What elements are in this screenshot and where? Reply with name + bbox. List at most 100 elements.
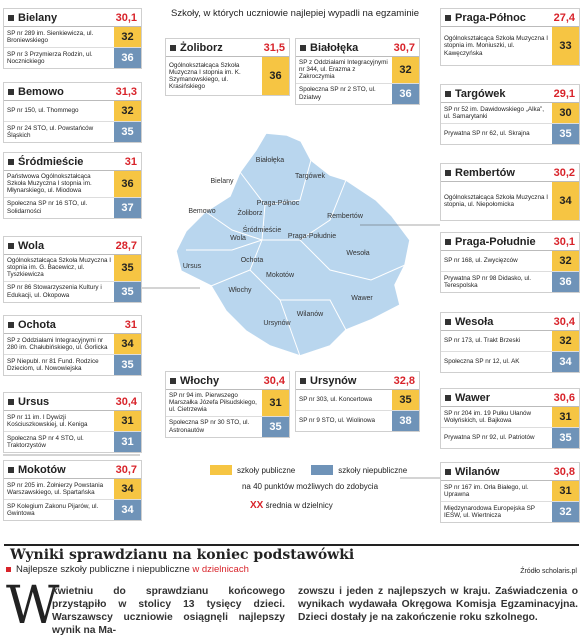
district-box: Wilanów 30,8 SP nr 167 im. Orła Białego, u… — [440, 462, 580, 523]
school-name: Społeczna SP nr 16 STO, ul. Solidarności — [7, 200, 88, 215]
district-average: 30,2 — [553, 166, 575, 179]
school-score: 32 — [552, 331, 579, 351]
school-score: 35 — [114, 355, 141, 375]
district-name: Białołęka — [310, 41, 359, 54]
district-header: Praga-Północ 27,4 — [441, 9, 579, 27]
school-row: SP nr 24 STO, ul. Powstańców Śląskich 35 — [4, 122, 141, 142]
district-icon — [8, 321, 14, 328]
school-score: 36 — [114, 48, 141, 68]
school-score: 35 — [114, 255, 141, 281]
district-name: Bielany — [18, 11, 58, 24]
school-row: SP nr 11 im. I Dywizji Kościuszkowskiej,… — [4, 411, 141, 432]
district-box: Targówek 29,1 SP nr 52 im. Dawidowskiego „… — [440, 84, 580, 145]
school-name: SP nr 11 im. I Dywizji Kościuszkowskiej,… — [7, 413, 88, 428]
subtitle: Najlepsze szkoły publiczne i niepubliczn… — [16, 564, 190, 575]
district-average: 32,8 — [393, 374, 415, 387]
district-average: 30,4 — [115, 395, 137, 408]
school-row: Państwowa Ogólnokształcąca Szkoła Muzycz… — [4, 171, 141, 198]
school-name: SP nr 94 im. Pierwszego Marszałka Józefa… — [169, 392, 257, 414]
footer-title: Wyniki sprawdzianu na koniec podstawówki — [10, 547, 355, 563]
district-icon — [445, 238, 451, 245]
school-score: 32 — [392, 57, 419, 83]
legend-swatch — [210, 465, 232, 475]
district-box: Ochota 31 SP z Oddziałami Integracyjnymi n… — [3, 315, 142, 376]
school-name: SP nr 167 im. Orła Białego, ul. Uprawna — [444, 483, 529, 498]
legend-label: szkoły publiczne — [237, 465, 296, 475]
school-name: SP nr 303, ul. Koncertowa — [299, 396, 373, 404]
district-header: Ursus 30,4 — [4, 393, 141, 411]
district-icon — [8, 14, 14, 21]
map-label: Targówek — [295, 173, 325, 180]
school-score: 31 — [114, 411, 141, 431]
school-score: 32 — [114, 27, 141, 47]
district-header: Praga-Południe 30,1 — [441, 233, 579, 251]
school-score: 35 — [552, 124, 579, 144]
map-label: Wawer — [351, 295, 373, 302]
school-score: 35 — [114, 281, 141, 302]
map-label: Bemowo — [188, 208, 215, 215]
school-score: 30 — [552, 103, 579, 123]
school-row: Społeczna SP nr 2 STO, ul. Dziatwy 36 — [296, 83, 419, 104]
school-name: SP z Oddziałami Integracyjnymi nr 280 im… — [7, 336, 108, 351]
school-name: Ogólnokształcąca Szkoła Muzyczna I stopn… — [169, 61, 241, 91]
school-row: SP nr 94 im. Pierwszego Marszałka Józefa… — [166, 390, 289, 417]
district-header: Wesoła 30,4 — [441, 313, 579, 331]
school-row: Ogólnokształcąca Szkoła Muzyczna I stopn… — [441, 27, 579, 65]
school-name: Społeczna SP nr 2 STO, ul. Dziatwy — [299, 86, 376, 101]
district-icon — [170, 377, 176, 384]
school-score: 38 — [392, 411, 419, 431]
school-row: Ogólnokształcąca Szkoła Muzyczna I stopn… — [441, 182, 579, 220]
district-average: 31,3 — [115, 85, 137, 98]
district-name: Bemowo — [18, 85, 64, 98]
school-score: 34 — [552, 352, 579, 372]
avg-text: średnia w dzielnicy — [265, 501, 333, 510]
district-box: Praga-Południe 30,1 SP nr 168, ul. Zwycięz… — [440, 232, 580, 293]
map-label: Wilanów — [297, 311, 324, 318]
school-name: Społeczna SP nr 4 STO, ul. Traktorzystów — [7, 434, 84, 449]
school-name: SP nr 205 im. Żołnierzy Powstania Warsza… — [7, 481, 104, 496]
district-name: Praga-Południe — [455, 235, 536, 248]
district-header: Bemowo 31,3 — [4, 83, 141, 101]
school-score: 31 — [552, 407, 579, 427]
school-score: 34 — [114, 334, 141, 354]
district-icon — [8, 88, 14, 95]
school-score: 36 — [262, 57, 289, 95]
district-icon — [8, 242, 14, 249]
school-name: Prywatna SP nr 62, ul. Skrajna — [444, 130, 530, 138]
district-name: Włochy — [180, 374, 220, 387]
district-name: Targówek — [455, 87, 506, 100]
school-score: 36 — [114, 171, 141, 197]
district-name: Żoliborz — [180, 41, 223, 54]
school-row: SP nr 173, ul. Trakt Brzeski 32 — [441, 331, 579, 352]
school-row: SP Niepubl. nr 81 Fund. Rodzice Dzieciom… — [4, 355, 141, 375]
school-score: 32 — [114, 101, 141, 121]
avg-marker: XX — [250, 500, 264, 511]
school-row: SP nr 204 im. 19 Pułku Ułanów Wołyńskich… — [441, 407, 579, 428]
map-label: Praga-Południe — [288, 233, 336, 240]
school-row: Prywatna SP nr 92, ul. Patriotów 35 — [441, 428, 579, 448]
district-average: 30,4 — [553, 315, 575, 328]
school-score: 35 — [114, 122, 141, 142]
footer-subtitle: Najlepsze szkoły publiczne i niepubliczn… — [16, 564, 249, 575]
school-score: 31 — [262, 390, 289, 416]
school-row: SP nr 9 STO, ul. Wiolinowa 38 — [296, 411, 419, 431]
school-name: SP nr 3 Przymierza Rodzin, ul. Nocznicki… — [7, 50, 93, 65]
school-name: Międzynarodowa Europejska SP IESW, ul. W… — [444, 504, 535, 519]
district-name: Wola — [18, 239, 45, 252]
district-box: Ursynów 32,8 SP nr 303, ul. Koncertowa 35 SP… — [295, 371, 420, 432]
district-name: Wilanów — [455, 465, 500, 478]
school-row: SP nr 303, ul. Koncertowa 35 — [296, 390, 419, 411]
district-name: Ursus — [18, 395, 50, 408]
district-header: Targówek 29,1 — [441, 85, 579, 103]
drop-cap: W — [6, 576, 60, 636]
school-name: SP nr 24 STO, ul. Powstańców Śląskich — [7, 124, 94, 139]
district-average: 30,7 — [393, 41, 415, 54]
district-name: Ursynów — [310, 374, 357, 387]
district-icon — [445, 468, 451, 475]
district-header: Wawer 30,6 — [441, 389, 579, 407]
district-header: Wola 28,7 — [4, 237, 141, 255]
district-icon — [445, 394, 451, 401]
school-name: Prywatna SP nr 98 Didasko, ul. Terespols… — [444, 274, 532, 289]
district-header: Włochy 30,4 — [166, 372, 289, 390]
school-row: SP z Oddziałami Integracyjnymi nr 344, u… — [296, 57, 419, 84]
